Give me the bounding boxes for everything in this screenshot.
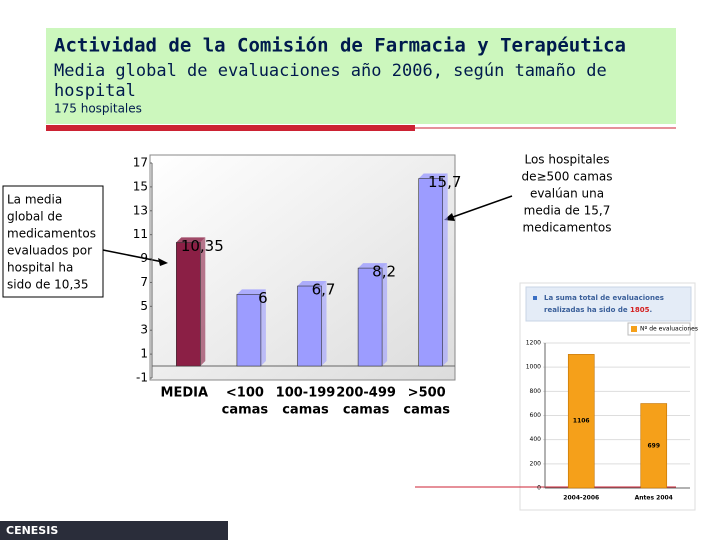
subtitle: hospital	[54, 81, 136, 101]
left-callout: global de	[7, 210, 62, 224]
arrow	[449, 195, 513, 219]
left-callout: La media	[7, 193, 62, 207]
left-callout: medicamentos	[7, 227, 96, 241]
value-label: 15,7	[428, 173, 461, 191]
footer-bar	[0, 521, 228, 540]
bar-top	[358, 263, 388, 269]
x-tick-label: camas	[282, 403, 329, 418]
y-tick-label: -1	[136, 371, 148, 385]
bar-side	[382, 263, 388, 367]
left-callout: hospital ha	[7, 261, 73, 275]
y-tick-label: 13	[133, 203, 148, 217]
right-callout: evalúan una	[530, 187, 604, 201]
y-tick-label: 1	[140, 347, 148, 361]
y-tick-label: 5	[140, 299, 148, 313]
right-callout: media de 15,7	[524, 204, 611, 218]
bar-top	[418, 173, 448, 179]
right-callout: de≥500 camas	[521, 170, 612, 184]
bar-top	[297, 281, 327, 287]
inset-note: realizadas ha sido de 1805.	[544, 306, 652, 314]
x-tick-label: MEDIA	[161, 386, 209, 401]
note: 175 hospitales	[54, 102, 142, 116]
bullet	[533, 296, 537, 300]
bar-top	[236, 289, 266, 295]
x-tick-label: 100-199	[276, 386, 336, 401]
inset-note: La suma total de evaluaciones	[544, 294, 664, 302]
bar	[236, 294, 262, 367]
legend-entry: Nº de evaluaciones	[640, 326, 698, 333]
y-tick-label: 7	[140, 275, 148, 289]
y-tick-label: 200	[530, 460, 542, 467]
value-label: 6,7	[312, 281, 336, 299]
arrow	[102, 249, 164, 263]
subtitle: Media global de evaluaciones año 2006, s…	[54, 61, 607, 81]
x-tick-label: camas	[403, 403, 450, 418]
legend-box	[627, 322, 691, 336]
y-tick-label: 11	[133, 227, 148, 241]
header-box	[46, 28, 676, 124]
bar	[640, 403, 668, 489]
y-tick-label: 9	[140, 251, 148, 265]
value-label: 699	[647, 442, 660, 449]
x-tick-label: camas	[222, 403, 269, 418]
bar	[297, 285, 322, 367]
value-label: 1106	[573, 418, 590, 425]
y-tick-label: 600	[530, 412, 542, 419]
left-callout-box	[2, 185, 104, 298]
x-tick-label: camas	[343, 403, 390, 418]
bar	[357, 267, 383, 367]
y-tick-label: 1000	[526, 364, 541, 371]
x-tick-label: Antes 2004	[635, 495, 673, 502]
y-tick-label: 0	[537, 485, 541, 492]
bar-side	[321, 281, 327, 367]
bar	[176, 242, 201, 367]
bar-side	[200, 237, 206, 367]
x-tick-label: >500	[408, 386, 446, 401]
value-label: 8,2	[372, 263, 396, 281]
bar-top	[176, 237, 206, 243]
y-tick-label: 1200	[526, 340, 541, 347]
y-tick-label: 15	[133, 179, 148, 193]
y-tick-label: 17	[133, 156, 148, 170]
bar-side	[260, 289, 266, 367]
arrow-head	[158, 258, 168, 266]
x-tick-label: <100	[226, 386, 264, 401]
bar	[567, 354, 595, 489]
left-callout: sido de 10,35	[7, 278, 89, 292]
left-callout: evaluados por	[7, 244, 92, 258]
title: Actividad de la Comisión de Farmacia y T…	[54, 35, 626, 57]
header-rule	[46, 125, 415, 131]
inset-note-box	[525, 286, 692, 322]
y-tick-label: 400	[530, 436, 542, 443]
x-tick-label: 200-499	[336, 386, 396, 401]
y-tick-label: 3	[140, 323, 148, 337]
x-tick-label: 2004-2006	[563, 495, 599, 502]
value-label: 6	[258, 289, 268, 307]
y-tick-label: 800	[530, 388, 542, 395]
legend-swatch	[631, 326, 637, 332]
value-label: 10,35	[181, 237, 224, 255]
bar	[418, 178, 444, 367]
right-callout: Los hospitales	[524, 153, 609, 167]
footer-logo: CENESIS	[6, 524, 58, 537]
bar-side	[442, 173, 448, 367]
right-callout: medicamentos	[523, 221, 612, 235]
